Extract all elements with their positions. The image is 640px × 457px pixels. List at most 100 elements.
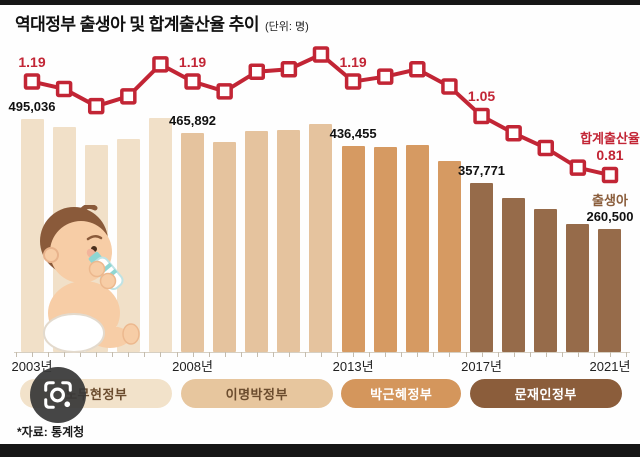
axis-tick bbox=[497, 352, 499, 357]
axis-tick bbox=[545, 352, 547, 357]
screenshot-lens-button[interactable] bbox=[30, 367, 86, 423]
axis-tick bbox=[513, 352, 515, 357]
axis-tick bbox=[593, 352, 595, 357]
bar-2003 bbox=[20, 118, 44, 352]
axis-tick bbox=[240, 352, 242, 357]
bar-2010 bbox=[245, 130, 269, 352]
axis-tick bbox=[128, 352, 130, 357]
axis-tick bbox=[433, 352, 435, 357]
rate-value-label-2013: 1.19 bbox=[339, 53, 367, 70]
marker-2012 bbox=[312, 46, 330, 63]
marker-2019 bbox=[537, 139, 555, 157]
baby-with-bottle-illustration bbox=[40, 205, 140, 353]
axis-tick bbox=[288, 352, 290, 357]
unit-note: (단위: 명) bbox=[265, 21, 309, 33]
bar-2009 bbox=[213, 142, 237, 352]
bar-2019 bbox=[534, 209, 558, 352]
axis-tick bbox=[160, 352, 162, 357]
axis-tick bbox=[96, 352, 98, 357]
axis-tick bbox=[224, 352, 226, 357]
marker-2007 bbox=[152, 56, 169, 73]
birth-value-label-2003: 495,036 bbox=[8, 98, 56, 114]
x-tick-label-2021: 2021년 bbox=[589, 359, 631, 374]
bar-2015 bbox=[405, 145, 429, 352]
marker-2018 bbox=[505, 124, 522, 142]
marker-2014 bbox=[376, 68, 394, 85]
marker-2015 bbox=[409, 61, 426, 78]
axis-tick bbox=[610, 352, 612, 357]
government-pill-moon: 문재인정부 bbox=[469, 379, 622, 408]
axis-tick bbox=[529, 352, 531, 357]
rate-value-label-2008: 1.19 bbox=[178, 53, 207, 70]
bar-2008 bbox=[181, 132, 205, 352]
bar-2013 bbox=[341, 146, 365, 352]
axis-tick bbox=[32, 352, 34, 357]
axis-tick bbox=[449, 352, 451, 357]
axis-tick bbox=[481, 352, 483, 357]
axis-tick bbox=[337, 352, 339, 357]
axis-tick bbox=[417, 352, 419, 357]
bar-2017 bbox=[470, 183, 494, 352]
axis-tick bbox=[401, 352, 403, 357]
fertility-series-label: 합계출산율 bbox=[580, 131, 640, 147]
marker-2010 bbox=[248, 63, 266, 80]
marker-2008 bbox=[184, 73, 201, 90]
marker-2006 bbox=[120, 88, 137, 105]
marker-2005 bbox=[87, 97, 105, 115]
axis-tick bbox=[577, 352, 579, 357]
axis-tick bbox=[304, 352, 306, 357]
axis-tick bbox=[112, 352, 114, 357]
birth-value-label-2008: 465,892 bbox=[169, 112, 217, 128]
camera-lens-icon bbox=[44, 381, 72, 409]
bar-2021 bbox=[598, 229, 622, 352]
axis-tick bbox=[256, 352, 258, 357]
bar-2007 bbox=[148, 117, 172, 352]
marker-2004 bbox=[55, 80, 73, 98]
government-pill-park: 박근혜정부 bbox=[341, 379, 462, 408]
letterbox-bottom bbox=[0, 444, 640, 457]
axis-tick bbox=[176, 352, 178, 357]
bar-2018 bbox=[502, 198, 526, 352]
births-series-label: 출생아 bbox=[592, 193, 628, 209]
axis-tick bbox=[369, 352, 371, 357]
axis-tick bbox=[465, 352, 467, 357]
x-tick-label-2008: 2008년 bbox=[172, 359, 213, 374]
bar-2012 bbox=[309, 123, 333, 352]
axis-tick bbox=[48, 352, 50, 357]
axis-tick bbox=[144, 352, 146, 357]
marker-2003 bbox=[23, 73, 41, 90]
bar-2011 bbox=[277, 130, 301, 352]
marker-2020 bbox=[569, 159, 587, 176]
marker-2021 bbox=[601, 166, 619, 184]
bar-2006 bbox=[116, 139, 140, 352]
marker-2011 bbox=[280, 61, 298, 78]
axis-tick bbox=[208, 352, 210, 357]
page-title: 역대정부 출생아 및 합계출산율 추이 bbox=[15, 15, 260, 34]
marker-2013 bbox=[344, 73, 362, 90]
birth-value-label-2013: 436,455 bbox=[329, 126, 377, 142]
chart-header: 역대정부 출생아 및 합계출산율 추이 (단위: 명) bbox=[15, 10, 309, 35]
marker-2009 bbox=[216, 83, 233, 100]
axis-tick bbox=[561, 352, 563, 357]
x-tick-label-2017: 2017년 bbox=[461, 359, 502, 374]
axis-tick bbox=[353, 352, 355, 357]
marker-2016 bbox=[441, 78, 458, 95]
rate-value-label-2017: 1.05 bbox=[467, 88, 496, 104]
government-pill-lee: 이명박정부 bbox=[180, 379, 333, 408]
bar-2016 bbox=[437, 160, 461, 352]
source-note: *자료: 통계청 bbox=[17, 425, 85, 439]
axis-tick bbox=[16, 352, 17, 357]
axis-tick bbox=[192, 352, 194, 357]
bar-2020 bbox=[566, 223, 590, 352]
letterbox-top bbox=[0, 0, 640, 5]
birth-value-label-2021: 260,500 bbox=[586, 209, 634, 225]
bar-2014 bbox=[373, 146, 397, 352]
axis-tick bbox=[64, 352, 66, 357]
axis-tick bbox=[385, 352, 387, 357]
axis-tick bbox=[626, 352, 628, 357]
axis-tick bbox=[80, 352, 82, 357]
axis-tick bbox=[272, 352, 274, 357]
